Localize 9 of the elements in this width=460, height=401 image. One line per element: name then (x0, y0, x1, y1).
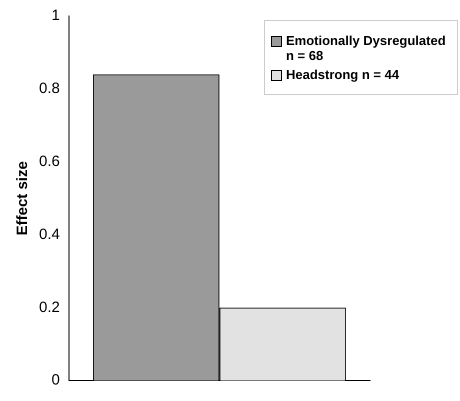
y-tick-label: 1 (52, 7, 60, 24)
y-tick-label: 0.4 (38, 226, 60, 243)
y-tick-label: 0.8 (38, 80, 60, 98)
y-tick-label: 0.2 (38, 298, 60, 316)
y-axis-title: Effect size (14, 161, 32, 236)
legend-label: Emotionally Dysregulated n = 68 (286, 33, 447, 63)
y-tick-label: 0.6 (38, 152, 60, 170)
y-tick-label: 0 (52, 372, 60, 389)
legend-label: Headstrong n = 44 (286, 67, 400, 82)
